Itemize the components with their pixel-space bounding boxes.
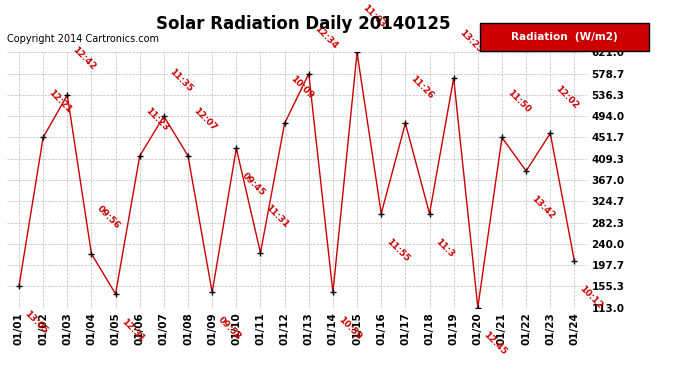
- Text: 11:31: 11:31: [264, 203, 290, 230]
- Text: 10:09: 10:09: [288, 74, 315, 100]
- Text: 12:45: 12:45: [482, 330, 508, 357]
- Text: 12:21: 12:21: [47, 88, 73, 114]
- Text: 11:55: 11:55: [385, 237, 411, 263]
- Text: 13:25: 13:25: [457, 28, 484, 55]
- Text: 13:05: 13:05: [23, 309, 49, 336]
- Text: 12:31: 12:31: [119, 317, 146, 344]
- Text: 12:42: 12:42: [71, 45, 97, 72]
- Text: 11:03: 11:03: [361, 3, 387, 30]
- Text: 11:23: 11:23: [144, 106, 170, 133]
- Text: 11:35: 11:35: [168, 67, 194, 93]
- Text: 11:26: 11:26: [409, 74, 435, 100]
- Text: Copyright 2014 Cartronics.com: Copyright 2014 Cartronics.com: [7, 34, 159, 44]
- Text: 11:3: 11:3: [433, 237, 455, 259]
- Text: 09:45: 09:45: [240, 171, 266, 198]
- Text: Radiation  (W/m2): Radiation (W/m2): [511, 32, 618, 42]
- Text: 09:58: 09:58: [216, 315, 242, 342]
- Text: 10:59: 10:59: [337, 315, 363, 342]
- Text: 11:50: 11:50: [506, 88, 532, 114]
- Text: 09:56: 09:56: [95, 204, 121, 231]
- Text: Solar Radiation Daily 20140125: Solar Radiation Daily 20140125: [157, 15, 451, 33]
- Text: 12:34: 12:34: [313, 24, 339, 51]
- Text: 12:07: 12:07: [192, 106, 218, 133]
- Text: 10:12: 10:12: [578, 284, 604, 311]
- Text: 13:42: 13:42: [530, 194, 556, 220]
- Text: 12:02: 12:02: [554, 84, 580, 110]
